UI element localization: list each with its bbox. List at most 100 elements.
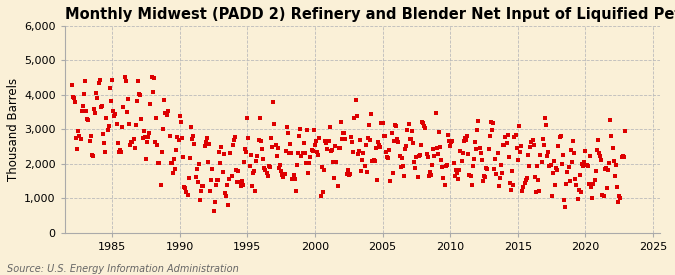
- Point: [443, 133, 454, 137]
- Point: [410, 166, 421, 170]
- Point: [315, 194, 326, 198]
- Point: [446, 140, 457, 145]
- Point: [428, 147, 439, 151]
- Point: [230, 135, 240, 139]
- Point: [300, 161, 311, 166]
- Point: [259, 166, 269, 170]
- Point: [414, 153, 425, 157]
- Point: [573, 188, 584, 192]
- Point: [281, 125, 292, 130]
- Point: [288, 173, 299, 177]
- Point: [512, 158, 523, 163]
- Point: [382, 154, 393, 159]
- Point: [244, 164, 255, 168]
- Point: [95, 105, 106, 110]
- Point: [68, 94, 78, 99]
- Point: [393, 140, 404, 144]
- Point: [335, 120, 346, 124]
- Point: [479, 174, 489, 179]
- Point: [423, 154, 433, 159]
- Point: [598, 194, 609, 198]
- Point: [534, 188, 545, 193]
- Point: [477, 158, 487, 162]
- Point: [219, 191, 230, 195]
- Point: [568, 139, 578, 144]
- Point: [384, 147, 395, 152]
- Point: [499, 143, 510, 147]
- Point: [74, 134, 85, 138]
- Point: [122, 97, 133, 101]
- Point: [480, 174, 491, 179]
- Point: [113, 149, 124, 154]
- Point: [376, 120, 387, 125]
- Point: [341, 171, 352, 176]
- Point: [125, 143, 136, 147]
- Point: [487, 121, 498, 126]
- Point: [310, 143, 321, 148]
- Point: [146, 75, 157, 79]
- Point: [596, 158, 607, 162]
- Point: [470, 146, 481, 151]
- Point: [238, 160, 249, 164]
- Point: [466, 183, 477, 188]
- Point: [200, 139, 211, 144]
- Point: [162, 113, 173, 118]
- Point: [163, 109, 174, 114]
- Point: [283, 130, 294, 135]
- Point: [620, 129, 630, 134]
- Point: [500, 135, 511, 139]
- Point: [587, 196, 597, 200]
- Point: [615, 196, 626, 200]
- Point: [332, 184, 343, 188]
- Point: [273, 146, 284, 150]
- Point: [460, 138, 471, 142]
- Point: [352, 152, 363, 156]
- Point: [423, 174, 434, 178]
- Point: [558, 153, 568, 158]
- Point: [184, 175, 194, 180]
- Point: [485, 120, 496, 124]
- Point: [481, 166, 491, 170]
- Point: [402, 128, 413, 132]
- Point: [216, 145, 227, 149]
- Point: [559, 197, 570, 202]
- Point: [556, 161, 567, 166]
- Point: [348, 150, 358, 154]
- Point: [447, 139, 458, 143]
- Point: [430, 111, 441, 116]
- Point: [159, 98, 169, 102]
- Point: [440, 164, 451, 168]
- Point: [467, 164, 478, 168]
- Point: [101, 116, 112, 120]
- Point: [145, 101, 156, 106]
- Point: [399, 174, 410, 178]
- Point: [180, 185, 191, 190]
- Point: [570, 177, 580, 182]
- Point: [509, 135, 520, 139]
- Point: [377, 121, 388, 126]
- Point: [339, 131, 350, 135]
- Point: [394, 154, 405, 158]
- Point: [253, 137, 264, 142]
- Point: [192, 180, 203, 185]
- Point: [85, 134, 96, 139]
- Point: [182, 192, 193, 197]
- Point: [317, 190, 328, 194]
- Point: [373, 139, 383, 144]
- Point: [323, 139, 334, 144]
- Point: [287, 177, 298, 182]
- Point: [375, 145, 385, 150]
- Point: [547, 171, 558, 175]
- Point: [181, 190, 192, 194]
- Point: [93, 81, 104, 85]
- Point: [236, 179, 247, 183]
- Point: [218, 151, 229, 156]
- Point: [455, 149, 466, 153]
- Point: [307, 148, 318, 153]
- Point: [507, 169, 518, 173]
- Point: [403, 122, 414, 127]
- Point: [520, 177, 531, 182]
- Point: [290, 189, 301, 193]
- Point: [286, 151, 297, 155]
- Point: [171, 148, 182, 153]
